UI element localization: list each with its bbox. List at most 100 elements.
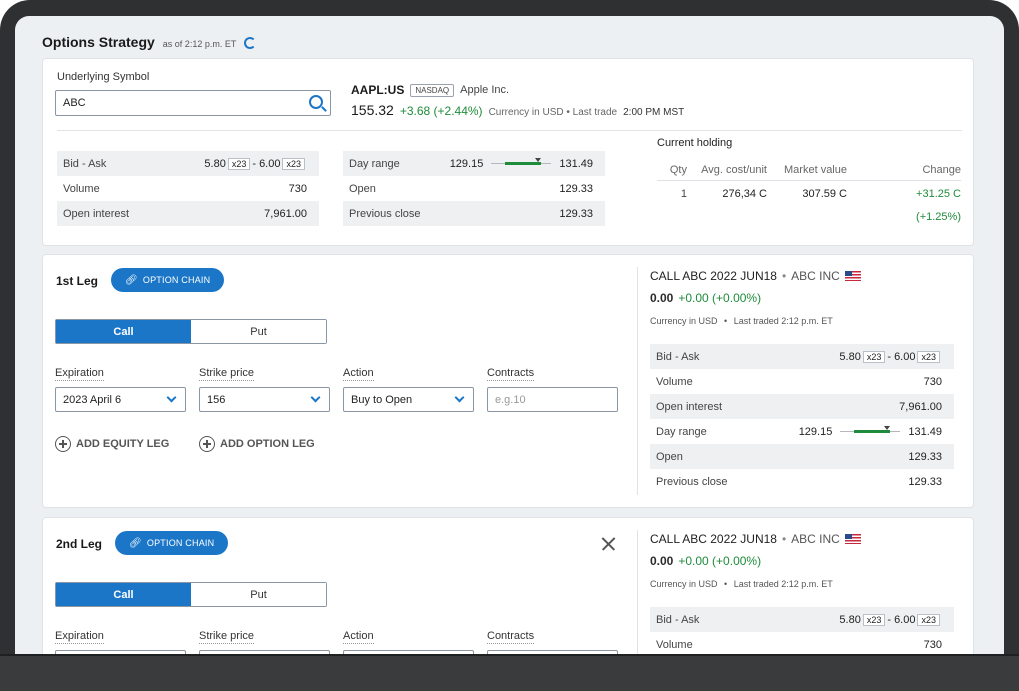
symbol-search-input[interactable]: ABC [55, 90, 331, 116]
add-option-leg-button[interactable]: ADD OPTION LEG [199, 436, 315, 452]
call-put-toggle: Call Put [55, 319, 327, 344]
volume-label: Volume [656, 375, 693, 388]
holding-qty: 1 [680, 188, 687, 200]
volume-value: 730 [288, 182, 307, 195]
volume-row: Volume 730 [650, 369, 954, 394]
us-flag-icon [844, 271, 861, 281]
divider [637, 530, 638, 654]
day-range-label: Day range [656, 425, 707, 438]
issuer-name: ABC INC [791, 532, 840, 546]
bid-ask-label: Bid - Ask [656, 613, 700, 626]
us-flag-icon [844, 534, 861, 544]
action-select[interactable]: Buy to Open [343, 387, 474, 412]
strike-label: Strike price [199, 367, 255, 381]
volume-row: Volume 730 [57, 176, 319, 201]
chevron-down-icon [310, 392, 321, 403]
quote-meta: Currency in USD • Last traded 2:12 p.m. … [650, 316, 833, 326]
action-select[interactable] [343, 650, 474, 654]
holding-header: Avg. cost/unit [687, 159, 767, 181]
prev-close-value: 129.33 [559, 207, 593, 220]
holding-header: Qty [657, 159, 687, 181]
call-option[interactable]: Call [56, 583, 191, 606]
range-high: 131.49 [908, 425, 942, 438]
expiration-select[interactable] [55, 650, 186, 654]
price-row: 155.32 +3.68 (+2.44%) Currency in USD • … [351, 102, 684, 118]
bid-ask-label: Bid - Ask [656, 350, 700, 363]
day-range-label: Day range [349, 157, 400, 170]
link-icon: 🔗︎ [129, 537, 142, 549]
bid-ask-row: Bid - Ask 5.80 x23- 6.00 x23 [650, 607, 954, 632]
day-range-bar [840, 425, 901, 437]
action-value: Buy to Open [351, 394, 413, 406]
contracts-placeholder: e.g.10 [495, 394, 526, 406]
underlying-card: Underlying Symbol ABC AAPL:US NASDAQ App… [42, 58, 974, 246]
bid-size: x23 [227, 157, 251, 170]
open-interest-row: Open interest 7,961.00 [57, 201, 319, 226]
currency-text: Currency in USD [650, 579, 718, 589]
search-icon[interactable] [309, 95, 323, 109]
option-name: CALL ABC 2022 JUN18 [650, 532, 777, 546]
option-price: 0.00 [650, 291, 674, 305]
put-option[interactable]: Put [191, 320, 326, 343]
symbol-row: AAPL:US NASDAQ Apple Inc. [351, 83, 509, 97]
expiration-label: Expiration [55, 367, 104, 381]
day-range-row: Day range 129.15 131.49 [343, 151, 605, 176]
open-interest-label: Open interest [656, 400, 723, 413]
holding-avg-cost: 276,34 C [722, 188, 767, 200]
range-low: 129.15 [798, 425, 833, 438]
expiration-value: 2023 April 6 [63, 394, 122, 406]
leg-card-1: 1st Leg 🔗︎ OPTION CHAIN Call Put Expirat… [42, 254, 974, 508]
holding-change-pct: (+1.25%) [916, 211, 961, 223]
page-title: Options Strategy [42, 34, 155, 50]
option-chain-button[interactable]: 🔗︎ OPTION CHAIN [111, 268, 225, 292]
symbol: AAPL:US [351, 83, 405, 97]
contracts-label: Contracts [487, 367, 535, 381]
quote-price: 0.00 +0.00 (+0.00%) [650, 554, 761, 568]
add-equity-label: ADD EQUITY LEG [76, 438, 170, 450]
bid: 5.80 [839, 613, 861, 626]
separator: • [724, 316, 728, 326]
contracts-input[interactable] [487, 650, 618, 654]
put-option[interactable]: Put [191, 583, 326, 606]
prev-close-value: 129.33 [908, 475, 942, 488]
quote-meta: Currency in USD • Last traded 2:12 p.m. … [650, 579, 833, 589]
range-high: 131.49 [559, 157, 593, 170]
strike-value: 156 [207, 394, 226, 406]
volume-label: Volume [656, 638, 693, 651]
contracts-input[interactable]: e.g.10 [487, 387, 618, 412]
open-row: Open 129.33 [650, 444, 954, 469]
last-traded-text: Last traded 2:12 p.m. ET [733, 316, 833, 326]
close-icon[interactable] [600, 536, 616, 552]
leg-title: 1st Leg [56, 274, 99, 288]
strike-select[interactable]: 156 [199, 387, 330, 412]
prev-close-row: Previous close 129.33 [343, 201, 605, 226]
option-chain-button[interactable]: 🔗︎ OPTION CHAIN [115, 531, 229, 555]
open-interest-value: 7,961.00 [264, 207, 307, 220]
holding-header: Market value [767, 159, 847, 181]
holding-table: Qty Avg. cost/unit Market value Change 1… [657, 159, 961, 227]
open-row: Open 129.33 [343, 176, 605, 201]
open-interest-value: 7,961.00 [899, 400, 942, 413]
device-base [0, 654, 1019, 691]
option-change: +0.00 (+0.00%) [678, 554, 762, 568]
expiration-select[interactable]: 2023 April 6 [55, 387, 186, 412]
refresh-icon[interactable] [244, 37, 257, 49]
as-of-time: as of 2:12 p.m. ET [162, 39, 237, 49]
volume-label: Volume [63, 182, 100, 195]
open-interest-label: Open interest [63, 207, 130, 220]
chevron-down-icon [166, 392, 177, 403]
app-screen: Options Strategy as of 2:12 p.m. ET Unde… [15, 16, 1004, 654]
option-chain-label: OPTION CHAIN [142, 275, 211, 285]
holding-market-value: 307.59 C [802, 188, 847, 200]
bid-ask-row: Bid - Ask 5.80 x23- 6.00 x23 [57, 151, 319, 176]
ask-size: x23 [917, 613, 940, 626]
stats-mid: Day range 129.15 131.49 Open 129.33 Previ… [343, 151, 605, 226]
add-equity-leg-button[interactable]: ADD EQUITY LEG [55, 436, 169, 452]
call-option[interactable]: Call [56, 320, 191, 343]
volume-value: 730 [923, 375, 942, 388]
strike-select[interactable] [199, 650, 330, 654]
stats-left: Bid - Ask 5.80 x23- 6.00 x23 Volume 730 Op… [57, 151, 319, 226]
holding-title: Current holding [657, 137, 733, 149]
volume-value: 730 [923, 638, 942, 651]
